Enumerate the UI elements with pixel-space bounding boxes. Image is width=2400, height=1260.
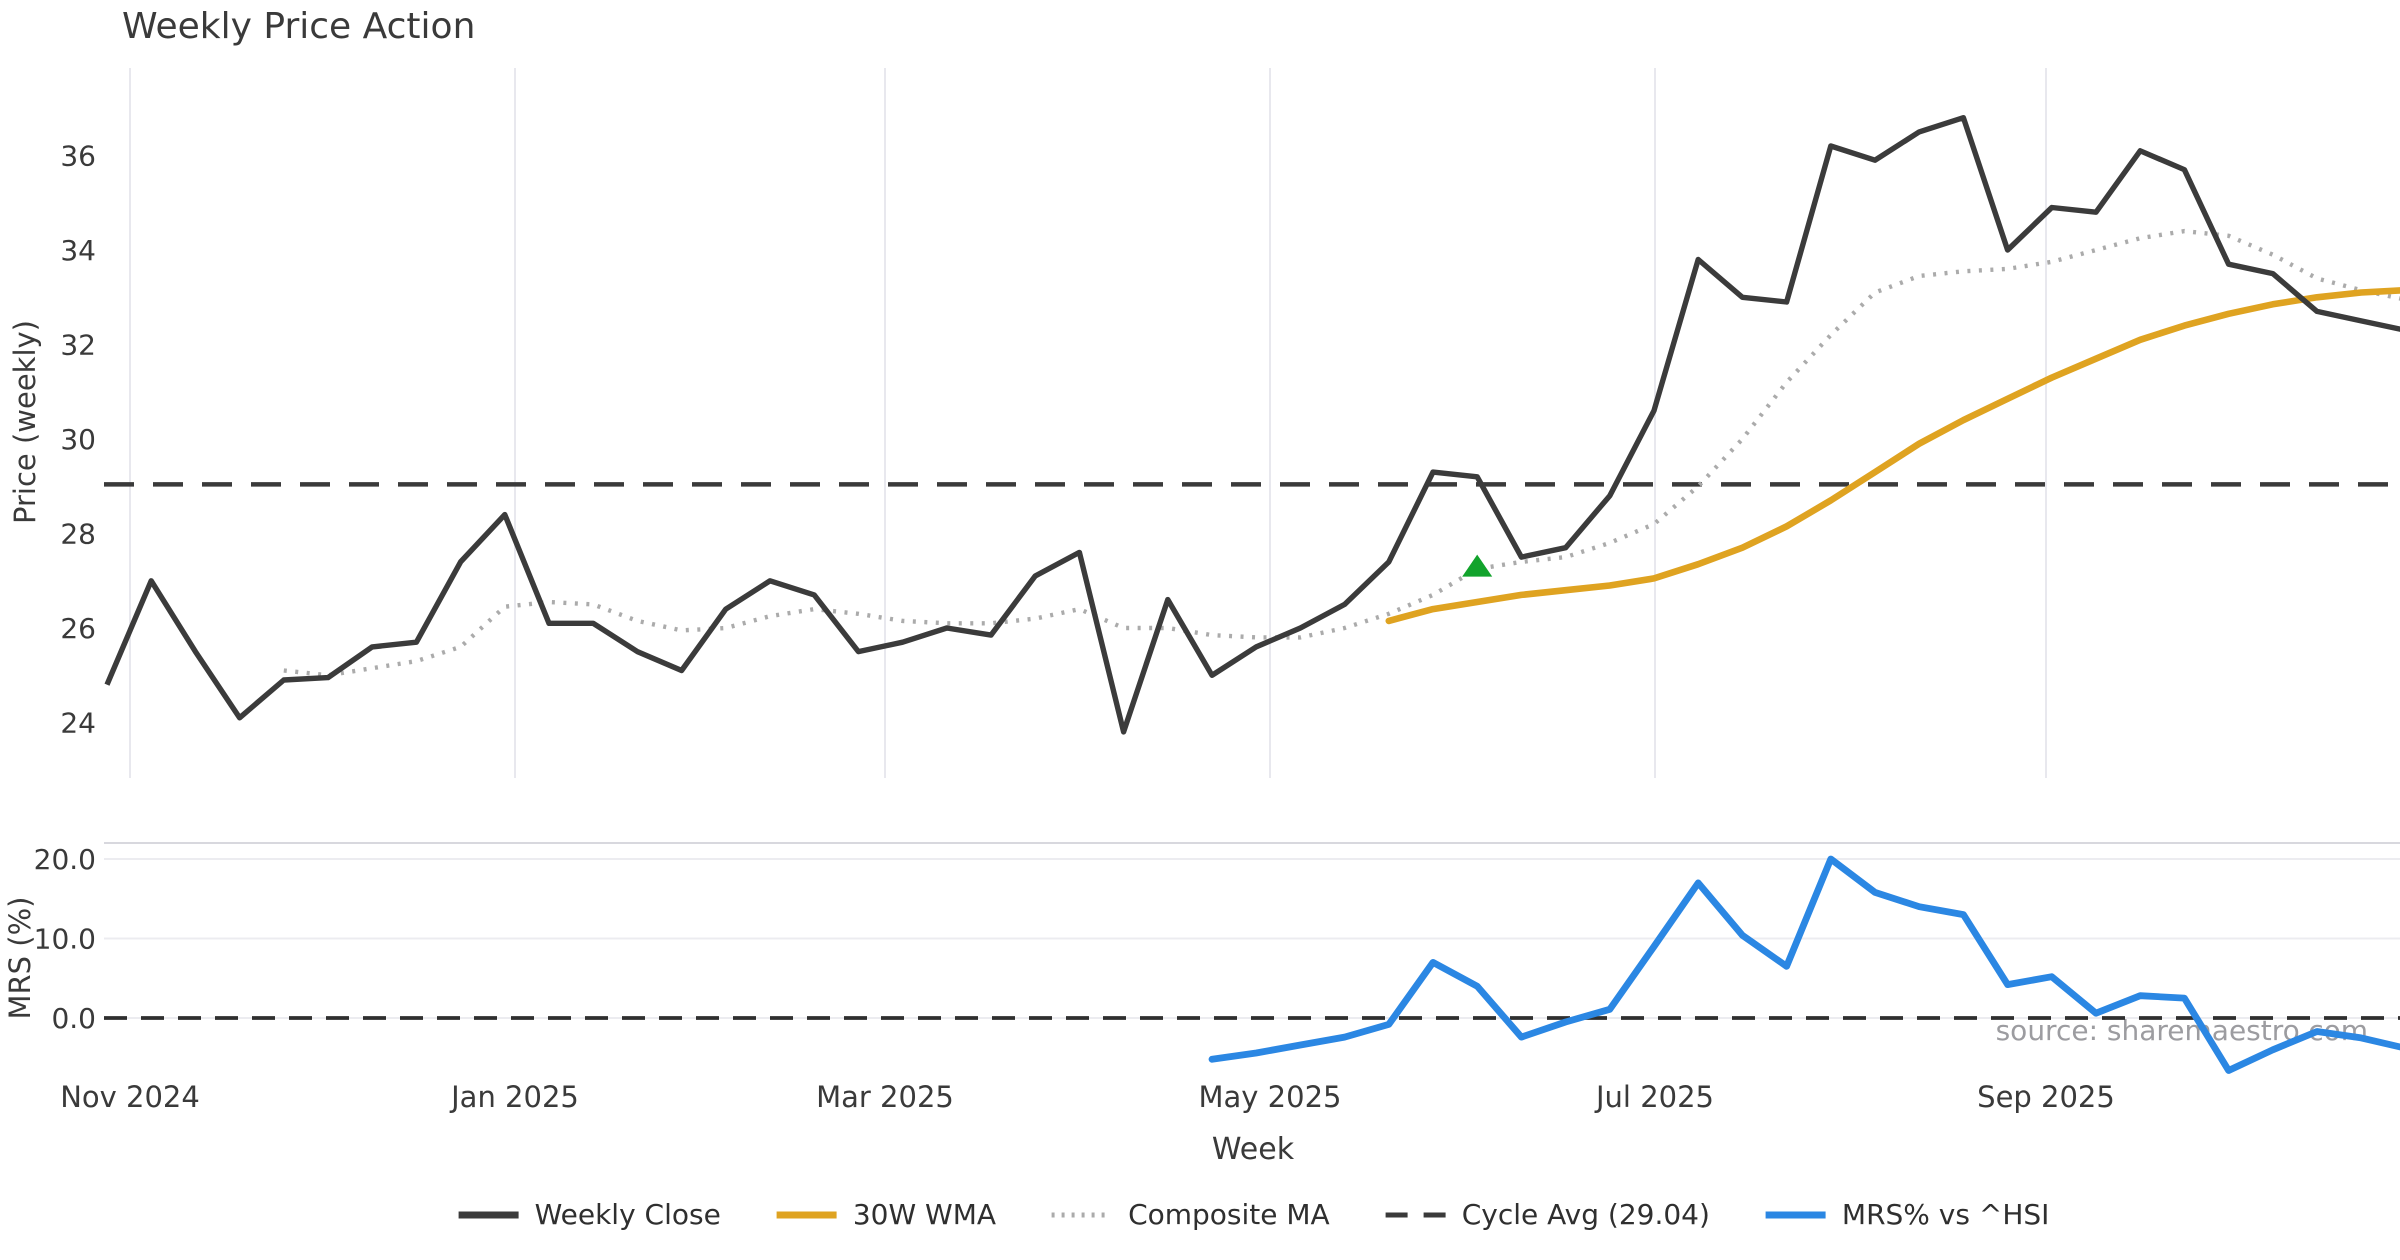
price-tick-30: 30: [60, 423, 96, 456]
composite-ma-line: [283, 228, 2400, 678]
legend-label: Composite MA: [1128, 1198, 1330, 1231]
x-tick-5: Sep 2025: [1977, 1080, 2115, 1114]
legend-item-30w-wma: 30W WMA: [775, 1198, 996, 1231]
legend-swatch-icon: [776, 1211, 837, 1218]
mrs-line: [1208, 855, 2400, 1074]
legend-item-weekly-close: Weekly Close: [457, 1198, 721, 1231]
wma-line: [1385, 287, 2400, 625]
price-tick-24: 24: [60, 707, 96, 740]
legend-label: Cycle Avg (29.04): [1461, 1198, 1710, 1231]
x-tick-1: Jan 2025: [449, 1080, 579, 1114]
mrs-tick-0.0: 0.0: [51, 1002, 96, 1035]
legend-item-mrs-vs-hsi: MRS% vs ^HSI: [1764, 1198, 2050, 1231]
price-tick-26: 26: [60, 612, 96, 645]
legend: Weekly Close 30W WMA Composite MA Cycle Avg…: [457, 1198, 2050, 1231]
mrs-tick-20.0: 20.0: [34, 843, 96, 876]
legend-swatch-icon: [1052, 1212, 1113, 1217]
mrs-tick-10.0: 10.0: [34, 923, 96, 956]
legend-swatch-icon: [1385, 1212, 1446, 1217]
buy-signal-triangle-marker: [1462, 554, 1493, 577]
x-tick-0: Nov 2024: [60, 1080, 200, 1114]
legend-label: MRS% vs ^HSI: [1841, 1198, 2050, 1231]
price-tick-34: 34: [60, 234, 96, 267]
legend-label: Weekly Close: [534, 1198, 721, 1231]
price-tick-28: 28: [60, 518, 96, 551]
chart-title: Weekly Price Action: [122, 6, 476, 47]
x-tick-2: Mar 2025: [816, 1080, 954, 1114]
price-tick-36: 36: [60, 140, 96, 173]
x-tick-4: Jul 2025: [1594, 1080, 1714, 1114]
legend-swatch-icon: [458, 1211, 519, 1218]
weekly-close-line: [104, 114, 2400, 735]
x-tick-3: May 2025: [1199, 1080, 1342, 1114]
price-tick-32: 32: [60, 329, 96, 362]
legend-label: 30W WMA: [852, 1198, 997, 1231]
legend-swatch-icon: [1765, 1211, 1826, 1218]
legend-item-cycle-avg-29-04-: Cycle Avg (29.04): [1384, 1198, 1710, 1231]
x-axis-label: Week: [1211, 1132, 1295, 1167]
legend-item-composite-ma: Composite MA: [1050, 1198, 1330, 1231]
